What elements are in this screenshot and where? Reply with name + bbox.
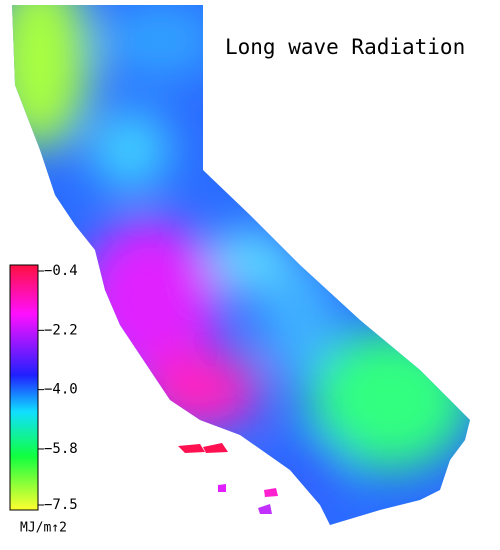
- colorbar-tick-label: −2.2: [44, 322, 78, 338]
- colorbar-tick-label: −5.8: [44, 441, 78, 457]
- colorbar-tick-label: −0.4: [44, 263, 78, 279]
- colorbar: [9, 264, 39, 511]
- colorbar-unit: MJ/m↑2: [20, 521, 67, 536]
- colorbar-tick-label: −4.0: [44, 382, 78, 398]
- colorbar-tick-label: −7.5: [44, 497, 78, 513]
- islands: [178, 443, 278, 514]
- map-title: Long wave Radiation: [225, 35, 465, 59]
